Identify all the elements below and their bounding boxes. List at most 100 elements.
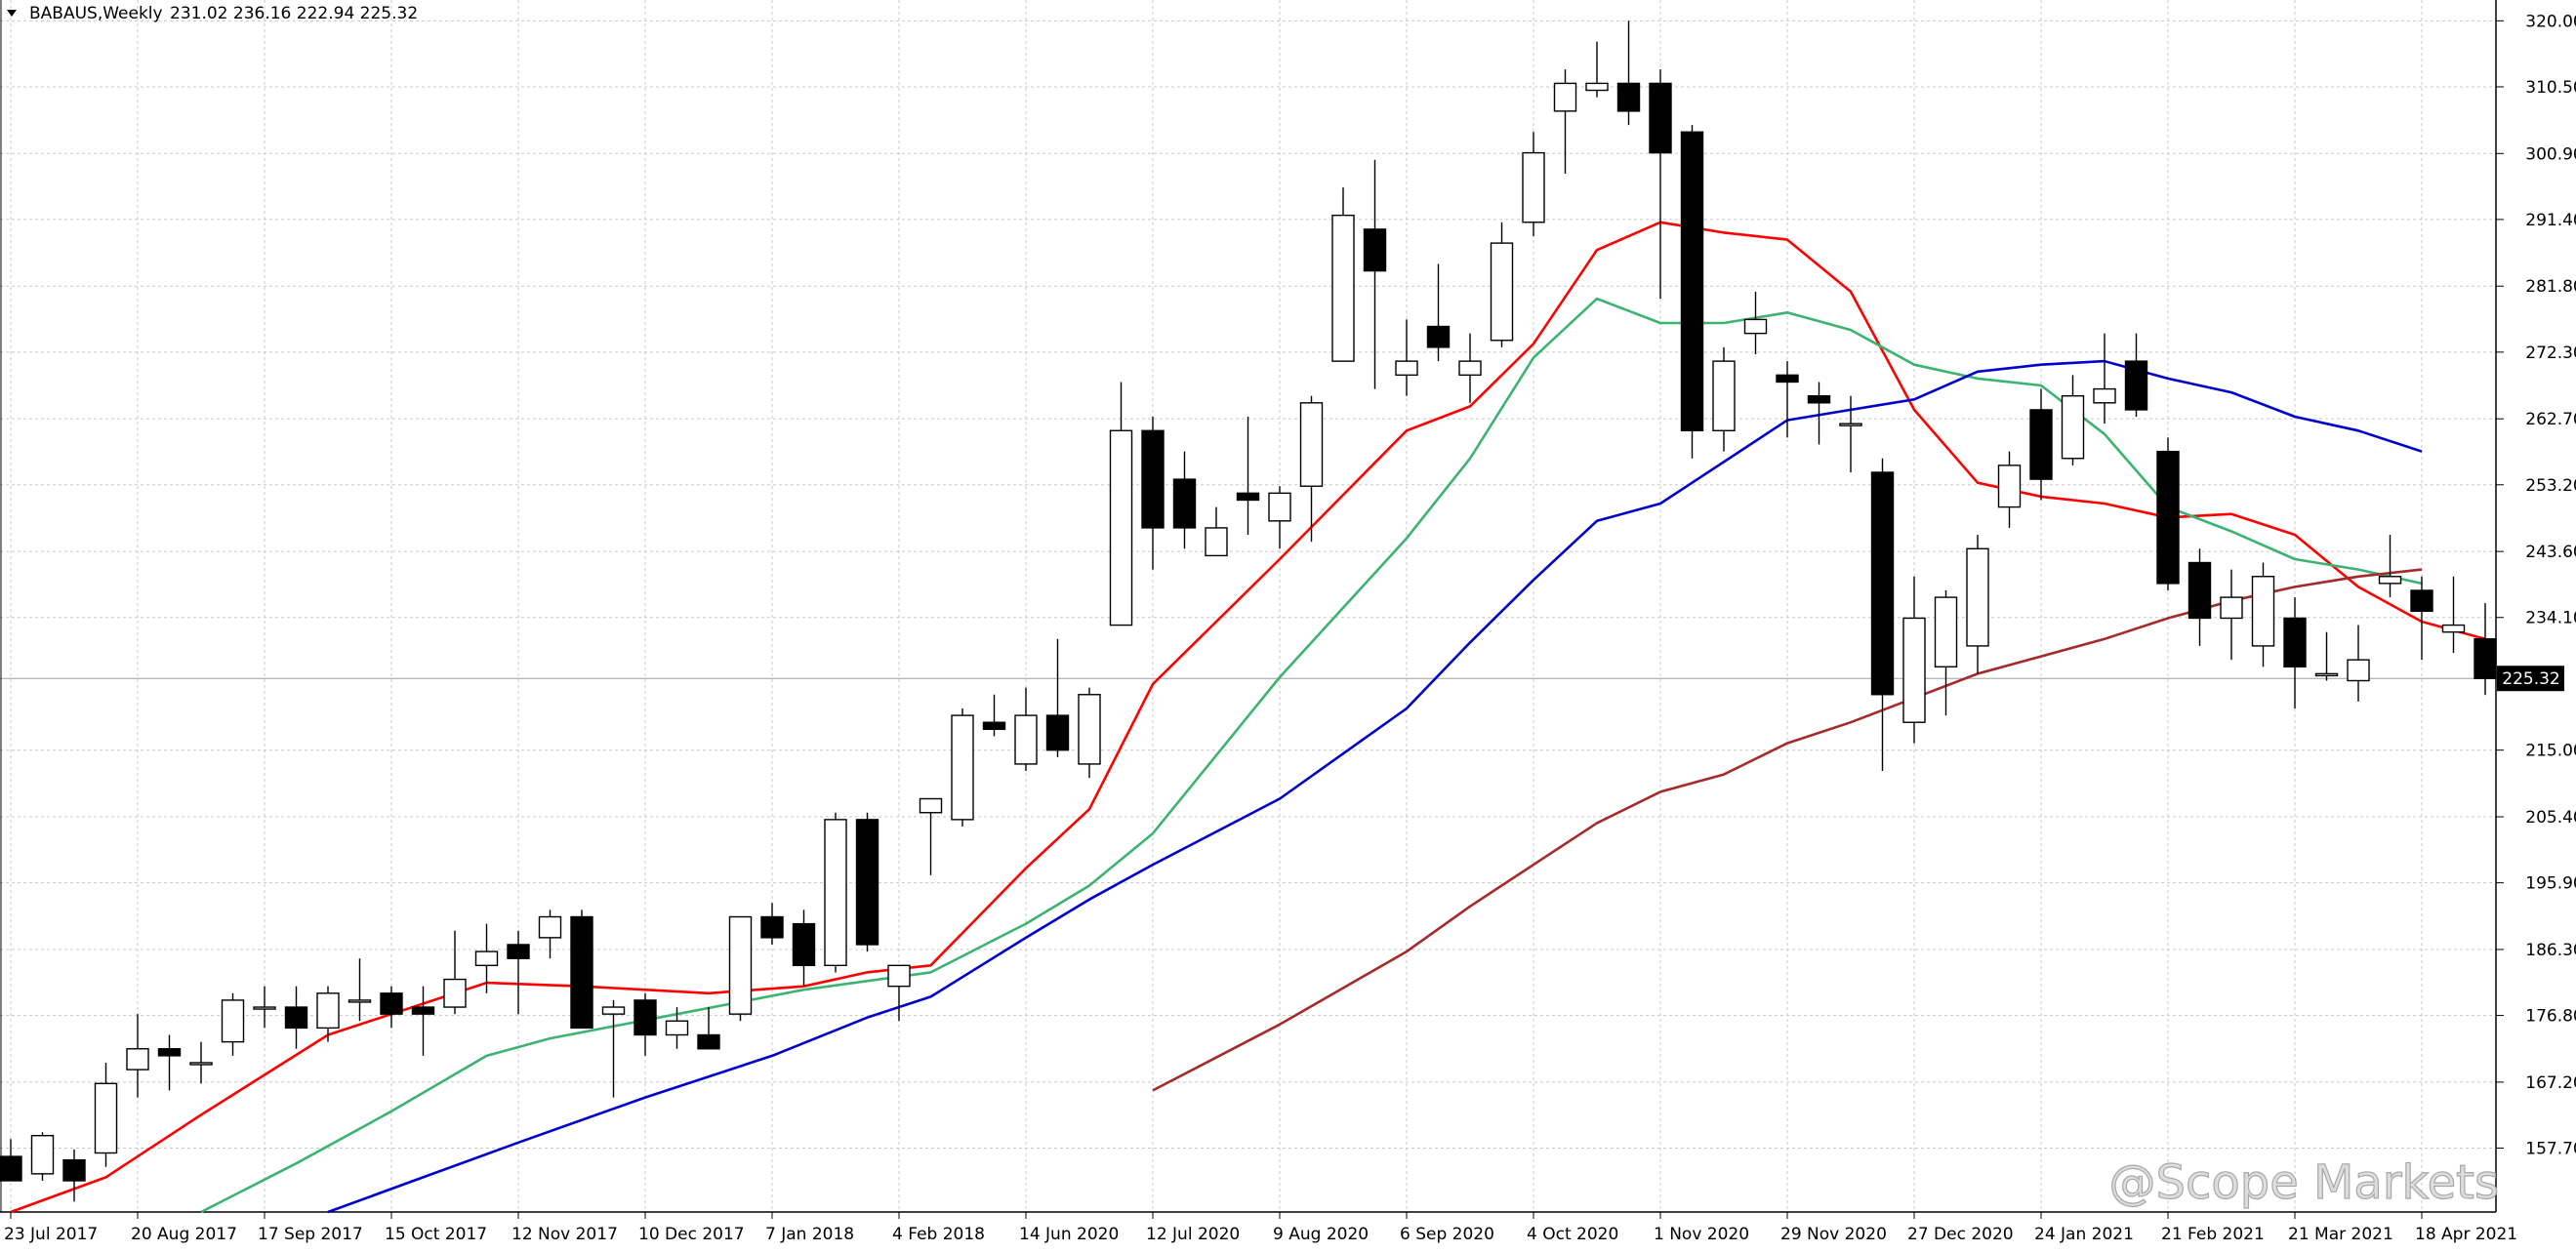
x-tick-label: 12 Nov 2017 <box>511 1225 618 1244</box>
candle-body-bearish <box>760 915 784 939</box>
candle-body-bullish <box>443 978 467 1008</box>
candle <box>2029 388 2053 501</box>
candle-body-bullish <box>1490 242 1514 342</box>
y-tick-label: 176.80 <box>2525 1007 2576 1027</box>
candle-body-bearish <box>1680 131 1704 431</box>
candle <box>2124 333 2148 418</box>
candle <box>697 1007 720 1050</box>
x-tick-label: 24 Jan 2021 <box>2034 1225 2134 1244</box>
candle <box>1172 451 1197 549</box>
candle <box>1268 486 1291 549</box>
candle <box>1680 125 1704 459</box>
candle-body-bullish <box>1743 318 1768 335</box>
candle-body-bullish <box>316 992 340 1030</box>
candle <box>855 812 879 952</box>
candle <box>2093 333 2116 424</box>
candle <box>1458 333 1482 403</box>
candle-body-bullish <box>1966 547 1989 647</box>
candle <box>1014 687 1038 772</box>
y-tick-label: 243.60 <box>2525 543 2576 562</box>
candle-body-bearish <box>1807 394 1831 404</box>
candle-body-bullish <box>221 999 245 1043</box>
candle <box>760 903 784 945</box>
candle <box>1553 69 1577 174</box>
candle <box>189 1041 213 1084</box>
candle-body-bearish <box>1363 228 1387 272</box>
candle <box>1109 382 1133 626</box>
candles <box>0 20 2497 1202</box>
axes <box>0 0 2504 1219</box>
y-tick-label: 205.40 <box>2525 808 2576 828</box>
candle <box>1299 395 1324 543</box>
candle <box>1585 41 1609 98</box>
candle <box>2283 597 2307 708</box>
candle <box>792 909 816 987</box>
x-tick-label: 14 Jun 2020 <box>1019 1225 1119 1244</box>
candle-body-bearish <box>792 922 816 967</box>
symbol-label: BABAUS,Weekly <box>29 4 163 23</box>
candle <box>221 992 245 1056</box>
candle-body-bullish <box>2347 659 2370 682</box>
candle-body-bullish <box>1839 423 1862 426</box>
candle-body-bullish <box>919 797 943 814</box>
candle <box>30 1132 55 1181</box>
candle-body-bearish <box>1172 478 1197 529</box>
x-tick-label: 12 Jul 2020 <box>1146 1225 1240 1244</box>
candle-body-bullish <box>538 915 562 939</box>
candle <box>2378 535 2402 598</box>
y-tick-label: 157.70 <box>2525 1140 2576 1159</box>
candle <box>1807 382 1831 445</box>
candle-body-bullish <box>1078 694 1101 765</box>
y-tick-label: 310.50 <box>2525 78 2576 98</box>
candle <box>348 958 372 1022</box>
candle <box>887 964 911 1022</box>
candle <box>507 930 530 1015</box>
candle-body-bearish <box>1236 492 1260 502</box>
candle <box>284 986 308 1049</box>
candle <box>824 812 847 973</box>
candle <box>1363 159 1387 389</box>
collapse-triangle-icon[interactable] <box>7 10 17 17</box>
candle <box>2410 576 2433 661</box>
x-tick-label: 10 Dec 2017 <box>638 1225 745 1244</box>
candle <box>157 1034 182 1091</box>
candle-body-bearish <box>570 915 593 1030</box>
candle-body-bullish <box>1553 82 1577 112</box>
candle-body-bearish <box>2029 409 2053 480</box>
candle-body-bearish <box>62 1158 86 1182</box>
x-tick-label: 4 Feb 2018 <box>892 1225 985 1244</box>
candle <box>0 1139 22 1182</box>
candle <box>1934 589 1958 716</box>
y-tick-label: 291.40 <box>2525 211 2576 230</box>
candle <box>1743 291 1768 354</box>
candle <box>2314 631 2339 681</box>
candle-body-bullish <box>126 1048 149 1071</box>
y-tick-label: 281.80 <box>2525 277 2576 297</box>
candle <box>1522 132 1545 236</box>
candle <box>411 986 435 1056</box>
candle <box>1045 638 1070 757</box>
candle <box>443 930 467 1015</box>
axis-labels: 320.00 310.50 300.90 291.40 281.80 272.30 262.… <box>4 12 2576 1244</box>
candle-body-bullish <box>348 999 372 1003</box>
current-price-tag <box>2497 666 2564 692</box>
candle <box>2220 569 2243 661</box>
candle <box>728 915 753 1022</box>
x-tick-label: 18 Apr 2021 <box>2415 1225 2517 1244</box>
candle-body-bearish <box>1141 429 1165 529</box>
candle <box>2441 576 2466 654</box>
x-tick-label: 9 Aug 2020 <box>1273 1225 1369 1244</box>
candle-body-bearish <box>1045 714 1070 751</box>
candle <box>2156 437 2180 590</box>
candle <box>634 992 657 1056</box>
candle-body-bullish <box>253 1006 276 1010</box>
candle <box>1426 263 1451 362</box>
candle <box>2347 625 2370 702</box>
candle <box>538 909 562 959</box>
candle <box>1776 361 1799 438</box>
y-tick-label: 320.00 <box>2525 12 2576 31</box>
y-tick-label: 272.30 <box>2525 344 2576 363</box>
candle-body-bullish <box>94 1082 118 1154</box>
